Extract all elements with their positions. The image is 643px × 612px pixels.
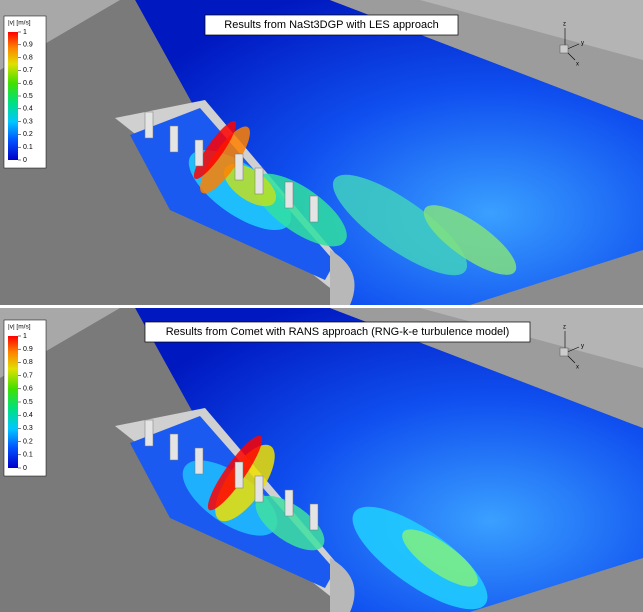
colorbar-tick-label: 0.1 xyxy=(23,452,33,459)
colorbar-label: |v| [m/s] xyxy=(8,324,31,331)
colorbar-tick-label: 0.2 xyxy=(23,438,33,445)
baffle xyxy=(285,182,293,208)
baffle xyxy=(145,420,153,446)
panel: |v| [m/s] 1 0.9 0.8 0.7 0.6 0.5 0.4 0.3 0.2 0.1 0 Re… xyxy=(0,308,643,612)
panel: |v| [m/s] 1 0.9 0.8 0.7 0.6 0.5 0.4 0.3 0.2 0.1 0 Re… xyxy=(0,0,643,305)
colorbar-tick-label: 0.3 xyxy=(23,118,33,125)
colorbar xyxy=(8,32,18,160)
colorbar-tick-label: 0.8 xyxy=(23,359,33,366)
colorbar-tick-label: 1 xyxy=(23,29,27,36)
colorbar-tick-label: 0.9 xyxy=(23,346,33,353)
colorbar-tick-label: 0.2 xyxy=(23,131,33,138)
axis-z-label: z xyxy=(563,22,566,28)
baffle xyxy=(310,504,318,530)
baffle xyxy=(195,140,203,166)
baffle xyxy=(235,154,243,180)
baffle xyxy=(255,168,263,194)
colorbar-tick-label: 0.6 xyxy=(23,80,33,87)
axis-y-label: y xyxy=(581,41,584,47)
colorbar-tick-label: 0 xyxy=(23,157,27,164)
baffle xyxy=(235,462,243,488)
colorbar xyxy=(8,336,18,468)
colorbar-tick-label: 0.5 xyxy=(23,399,33,406)
baffle xyxy=(170,434,178,460)
baffle xyxy=(310,196,318,222)
baffle xyxy=(255,476,263,502)
axis-cube xyxy=(560,45,568,53)
colorbar-tick-label: 0.4 xyxy=(23,412,33,419)
axis-z-label: z xyxy=(563,325,566,331)
colorbar-tick-label: 0.5 xyxy=(23,93,33,100)
colorbar-tick-label: 0.9 xyxy=(23,42,33,49)
baffle xyxy=(195,448,203,474)
colorbar-tick-label: 0.3 xyxy=(23,425,33,432)
baffle xyxy=(170,126,178,152)
figure: |v| [m/s] 1 0.9 0.8 0.7 0.6 0.5 0.4 0.3 0.2 0.1 0 Re… xyxy=(0,0,643,612)
panel-title: Results from NaSt3DGP with LES approach xyxy=(224,19,438,31)
colorbar-tick-label: 0.7 xyxy=(23,67,33,74)
colorbar-tick-label: 0 xyxy=(23,465,27,472)
axis-x-label: x xyxy=(576,62,579,68)
colorbar-tick-label: 0.8 xyxy=(23,54,33,61)
colorbar-tick-label: 0.4 xyxy=(23,106,33,113)
axis-cube xyxy=(560,348,568,356)
colorbar-label: |v| [m/s] xyxy=(8,20,31,27)
panel-title: Results from Comet with RANS approach (R… xyxy=(166,326,510,338)
colorbar-tick-label: 0.1 xyxy=(23,144,33,151)
baffle xyxy=(285,490,293,516)
colorbar-tick-label: 1 xyxy=(23,333,27,340)
axis-y-label: y xyxy=(581,344,584,350)
axis-x-label: x xyxy=(576,365,579,371)
baffle xyxy=(145,112,153,138)
colorbar-tick-label: 0.7 xyxy=(23,372,33,379)
colorbar-tick-label: 0.6 xyxy=(23,386,33,393)
